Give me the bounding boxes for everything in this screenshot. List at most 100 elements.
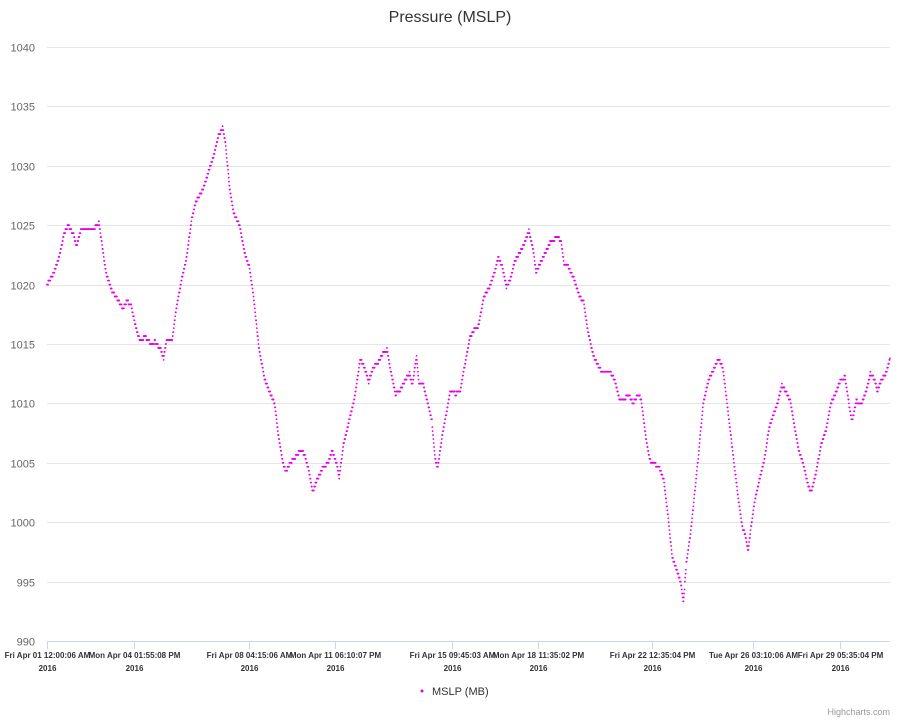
data-point (413, 366, 416, 369)
data-point (245, 255, 248, 258)
data-point (416, 366, 419, 369)
data-point (246, 259, 249, 262)
data-point (182, 271, 185, 274)
data-point (772, 414, 775, 417)
data-point (248, 267, 251, 270)
data-point (543, 255, 545, 258)
data-point (789, 402, 792, 405)
data-point (417, 374, 420, 377)
legend-item-mslp[interactable]: MSLP (MB) (432, 686, 489, 698)
data-point (741, 525, 744, 528)
data-point (593, 354, 596, 357)
data-point (830, 402, 833, 405)
data-point (255, 319, 258, 322)
data-point (707, 382, 709, 385)
data-point (751, 517, 754, 520)
data-point (232, 208, 235, 211)
data-point (222, 129, 225, 132)
data-point (354, 390, 357, 393)
data-point (793, 422, 796, 425)
data-point (188, 236, 191, 238)
data-point (466, 351, 469, 353)
data-point (615, 382, 617, 385)
data-point (585, 319, 588, 322)
data-point (646, 446, 649, 448)
data-point (796, 438, 798, 440)
data-point (682, 596, 685, 599)
data-point (446, 410, 448, 413)
data-point (747, 545, 750, 547)
data-point (213, 153, 216, 155)
data-point (258, 351, 261, 353)
data-point (750, 525, 753, 528)
data-point (745, 541, 748, 543)
data-point (728, 418, 730, 421)
data-point (821, 442, 824, 444)
data-point (460, 382, 463, 385)
data-point (251, 283, 254, 286)
data-point (736, 485, 738, 488)
data-point (843, 378, 845, 381)
data-point (491, 279, 494, 282)
data-point (665, 501, 668, 504)
y-tick-label: 1020 (11, 281, 35, 293)
data-point (423, 386, 426, 389)
data-point (732, 453, 735, 456)
y-axis-labels: 990 995 1000 1005 1010 1015 1020 1025 1030 1035 10… (11, 43, 35, 649)
data-point (257, 339, 260, 341)
data-point (704, 394, 707, 397)
data-point (99, 228, 101, 231)
data-point (501, 263, 504, 266)
data-point (791, 410, 794, 413)
data-point (731, 446, 734, 448)
data-point (779, 390, 782, 393)
x-tick-label: Fri Apr 22 12:35:04 PM (610, 651, 696, 660)
data-point (730, 434, 732, 436)
data-point (846, 390, 849, 393)
data-point (350, 410, 353, 413)
data-point (408, 370, 411, 373)
data-point (662, 477, 665, 480)
data-point (490, 283, 492, 286)
data-point (183, 267, 186, 270)
data-point (342, 446, 345, 448)
data-point (845, 382, 847, 385)
data-point (847, 394, 849, 397)
data-point (725, 394, 728, 397)
data-point (462, 370, 465, 373)
data-point (590, 347, 593, 349)
data-point (804, 473, 807, 476)
legend[interactable]: MSLP (MB) (420, 686, 489, 698)
data-point (164, 347, 167, 349)
data-point (748, 537, 751, 539)
data-point (76, 244, 79, 246)
data-point (198, 196, 201, 199)
data-point (862, 398, 865, 401)
data-point (872, 374, 875, 377)
data-point (465, 354, 468, 357)
data-point (751, 521, 753, 524)
data-point (272, 398, 275, 401)
credits-link[interactable]: Highcharts.com (827, 707, 890, 717)
data-point (492, 275, 495, 278)
data-point (703, 398, 706, 401)
data-point (701, 414, 704, 417)
data-point (814, 473, 817, 476)
data-point (248, 263, 251, 266)
data-point (641, 406, 644, 409)
data-point (816, 461, 819, 464)
data-point (349, 414, 352, 417)
x-tick-label: Mon Apr 11 06:10:07 PM (290, 651, 382, 660)
data-point (766, 438, 769, 440)
data-point (134, 323, 137, 326)
data-point (567, 263, 570, 266)
data-point (726, 402, 728, 405)
data-point (253, 303, 256, 306)
data-point (722, 374, 725, 377)
data-point (363, 366, 366, 369)
data-point (760, 473, 762, 476)
data-point (664, 489, 666, 492)
data-point (864, 394, 866, 397)
data-point (688, 541, 691, 543)
data-point (736, 489, 739, 492)
